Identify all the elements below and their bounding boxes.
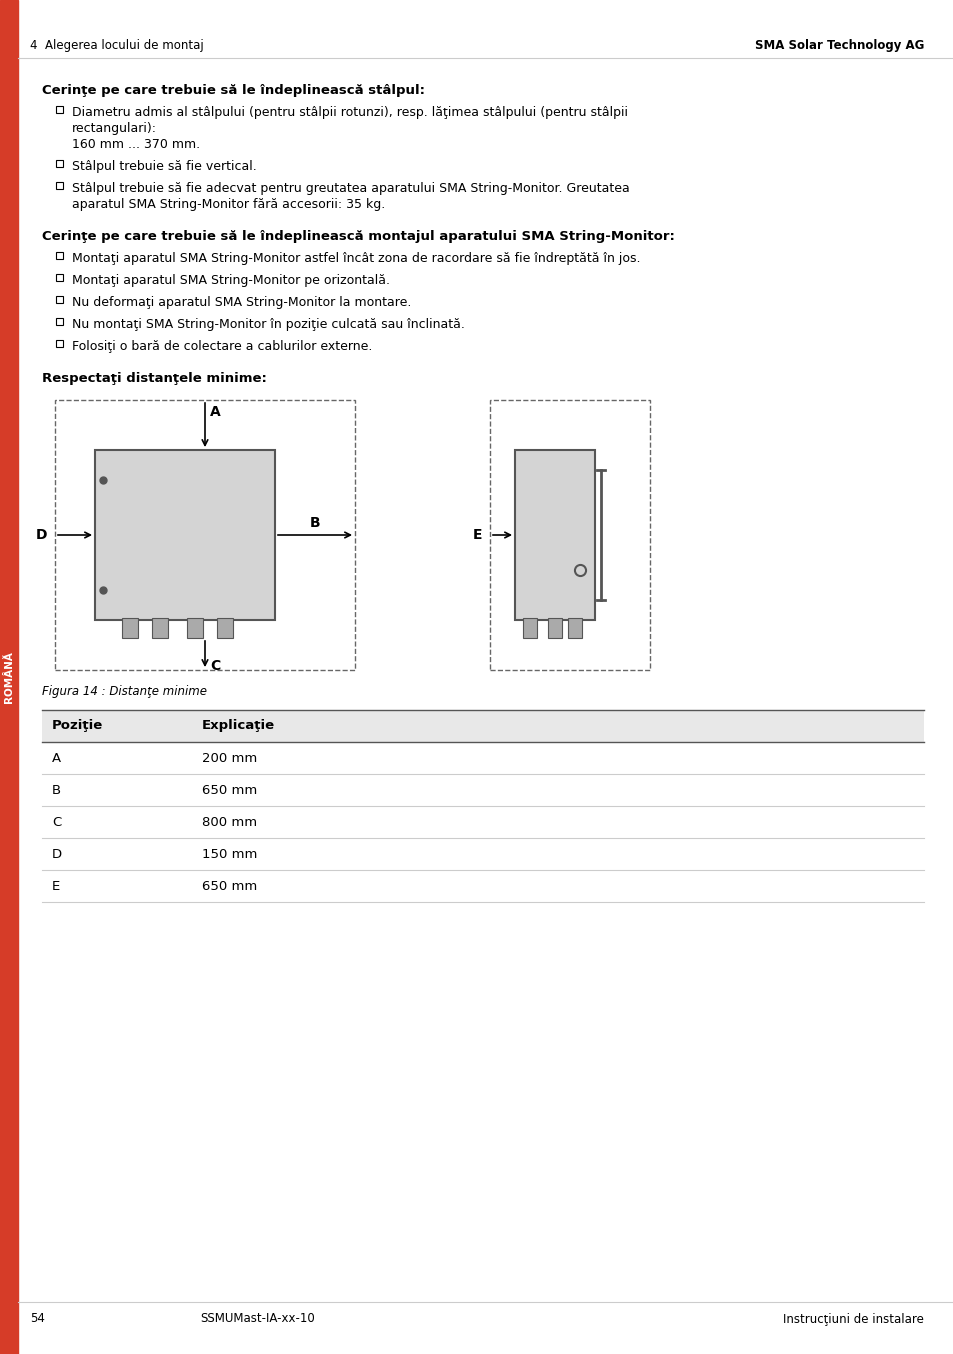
Bar — [515, 450, 595, 620]
Text: Montaţi aparatul SMA String-Monitor astfel încât zona de racordare să fie îndrep: Montaţi aparatul SMA String-Monitor astf… — [71, 252, 639, 265]
Text: 150 mm: 150 mm — [202, 848, 257, 861]
Text: 650 mm: 650 mm — [202, 880, 257, 892]
Bar — [56, 318, 63, 325]
Text: Explicaţie: Explicaţie — [202, 719, 274, 733]
Text: 650 mm: 650 mm — [202, 784, 257, 796]
Text: Nu montaţi SMA String-Monitor în poziţie culcată sau înclinată.: Nu montaţi SMA String-Monitor în poziţie… — [71, 318, 464, 330]
Text: B: B — [52, 784, 61, 796]
Text: C: C — [52, 815, 61, 829]
Text: aparatul SMA String-Monitor fără accesorii: 35 kg.: aparatul SMA String-Monitor fără accesor… — [71, 198, 385, 211]
Text: Cerinţe pe care trebuie să le îndeplinească montajul aparatului SMA String-Monit: Cerinţe pe care trebuie să le îndeplinea… — [42, 230, 674, 242]
Text: ROMÂNĂ: ROMÂNĂ — [4, 651, 14, 703]
Text: A: A — [210, 405, 220, 418]
Text: SSMUMast-IA-xx-10: SSMUMast-IA-xx-10 — [200, 1312, 314, 1326]
Bar — [187, 617, 203, 638]
Bar — [56, 340, 63, 347]
Text: 200 mm: 200 mm — [202, 751, 257, 765]
Text: Instrucţiuni de instalare: Instrucţiuni de instalare — [782, 1312, 923, 1326]
Bar — [216, 617, 233, 638]
Bar — [490, 399, 649, 670]
Text: Stâlpul trebuie să fie adecvat pentru greutatea aparatului SMA String-Monitor. G: Stâlpul trebuie să fie adecvat pentru gr… — [71, 181, 629, 195]
Text: Folosiţi o bară de colectare a cablurilor externe.: Folosiţi o bară de colectare a cablurilo… — [71, 340, 372, 353]
Text: D: D — [35, 528, 47, 542]
Text: 160 mm ... 370 mm.: 160 mm ... 370 mm. — [71, 138, 200, 152]
Bar — [547, 617, 561, 638]
Bar — [567, 617, 581, 638]
Text: 4  Alegerea locului de montaj: 4 Alegerea locului de montaj — [30, 38, 204, 51]
Text: Poziţie: Poziţie — [52, 719, 103, 733]
Text: 800 mm: 800 mm — [202, 815, 257, 829]
Bar — [522, 617, 537, 638]
Bar — [42, 709, 923, 742]
Bar — [122, 617, 138, 638]
Text: Figura 14 : Distanţe minime: Figura 14 : Distanţe minime — [42, 685, 207, 699]
Bar — [56, 252, 63, 259]
Text: Cerinţe pe care trebuie să le îndeplinească stâlpul:: Cerinţe pe care trebuie să le îndeplinea… — [42, 84, 424, 97]
Text: 54: 54 — [30, 1312, 45, 1326]
Text: SMA Solar Technology AG: SMA Solar Technology AG — [754, 38, 923, 51]
Text: Stâlpul trebuie să fie vertical.: Stâlpul trebuie să fie vertical. — [71, 160, 256, 173]
Text: Diametru admis al stâlpului (pentru stâlpii rotunzi), resp. lăţimea stâlpului (p: Diametru admis al stâlpului (pentru stâl… — [71, 106, 627, 119]
Bar — [56, 160, 63, 167]
Text: Respectaţi distanţele minime:: Respectaţi distanţele minime: — [42, 372, 267, 385]
Bar — [95, 450, 274, 620]
Text: E: E — [52, 880, 60, 892]
Bar — [56, 274, 63, 282]
Text: B: B — [310, 516, 320, 529]
Bar — [56, 297, 63, 303]
Bar — [152, 617, 168, 638]
Bar — [55, 399, 355, 670]
Bar — [56, 181, 63, 190]
Text: A: A — [52, 751, 61, 765]
Bar — [0, 0, 18, 1354]
Text: Nu deformaţi aparatul SMA String-Monitor la montare.: Nu deformaţi aparatul SMA String-Monitor… — [71, 297, 411, 309]
Text: Montaţi aparatul SMA String-Monitor pe orizontală.: Montaţi aparatul SMA String-Monitor pe o… — [71, 274, 390, 287]
Text: C: C — [210, 659, 220, 673]
Text: rectangulari):: rectangulari): — [71, 122, 157, 135]
Text: D: D — [52, 848, 62, 861]
Bar — [56, 106, 63, 112]
Text: E: E — [472, 528, 481, 542]
